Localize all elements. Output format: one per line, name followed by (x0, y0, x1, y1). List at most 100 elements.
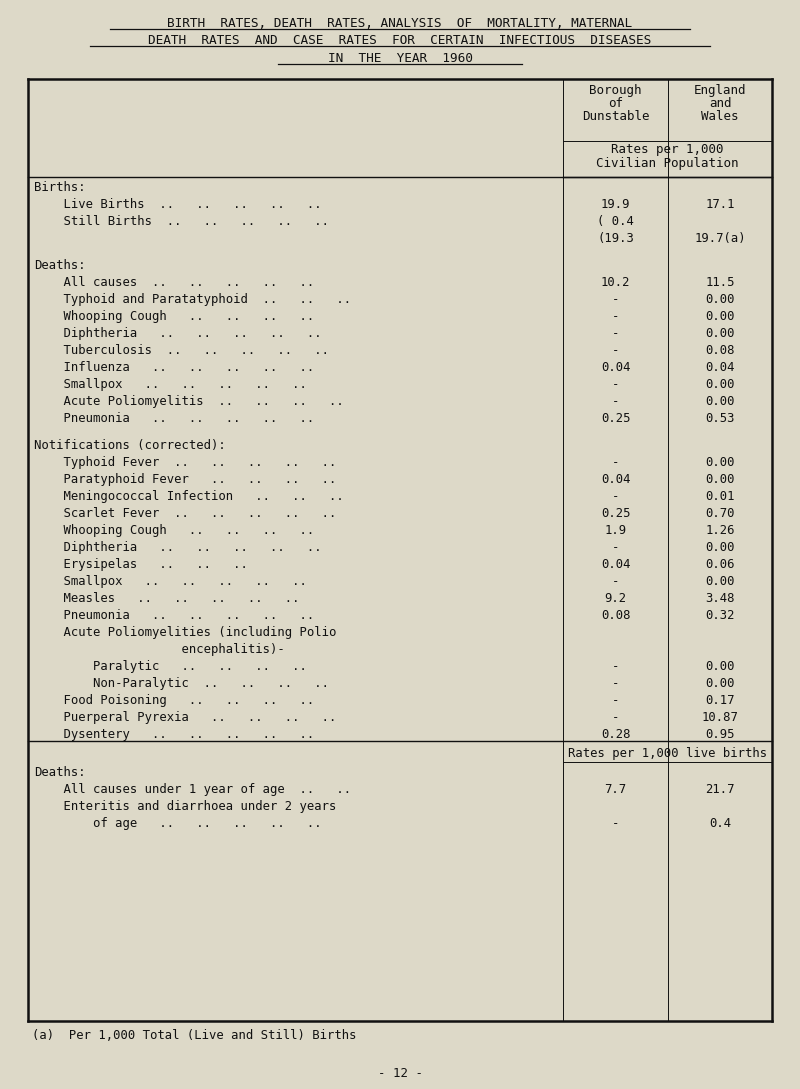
Text: 0.17: 0.17 (706, 694, 734, 707)
Text: Diphtheria   ..   ..   ..   ..   ..: Diphtheria .. .. .. .. .. (34, 541, 322, 554)
Text: 0.08: 0.08 (706, 344, 734, 357)
Text: Smallpox   ..   ..   ..   ..   ..: Smallpox .. .. .. .. .. (34, 575, 307, 588)
Text: 0.70: 0.70 (706, 507, 734, 521)
Text: 21.7: 21.7 (706, 783, 734, 796)
Text: 0.25: 0.25 (601, 412, 630, 425)
Text: Live Births  ..   ..   ..   ..   ..: Live Births .. .. .. .. .. (34, 198, 322, 211)
Text: Meningococcal Infection   ..   ..   ..: Meningococcal Infection .. .. .. (34, 490, 344, 503)
Text: -: - (612, 378, 619, 391)
Text: 0.32: 0.32 (706, 609, 734, 622)
Text: 0.00: 0.00 (706, 456, 734, 469)
Text: Pneumonia   ..   ..   ..   ..   ..: Pneumonia .. .. .. .. .. (34, 609, 314, 622)
Text: of age   ..   ..   ..   ..   ..: of age .. .. .. .. .. (34, 817, 322, 830)
Text: Notifications (corrected):: Notifications (corrected): (34, 439, 226, 452)
Text: Enteritis and diarrhoea under 2 years: Enteritis and diarrhoea under 2 years (34, 800, 336, 813)
Text: 0.04: 0.04 (706, 360, 734, 374)
Text: All causes under 1 year of age  ..   ..: All causes under 1 year of age .. .. (34, 783, 351, 796)
Text: -: - (612, 677, 619, 690)
Text: Paralytic   ..   ..   ..   ..: Paralytic .. .. .. .. (34, 660, 307, 673)
Text: -: - (612, 456, 619, 469)
Text: BIRTH  RATES, DEATH  RATES, ANALYSIS  OF  MORTALITY, MATERNAL: BIRTH RATES, DEATH RATES, ANALYSIS OF MO… (167, 17, 633, 30)
Text: 0.00: 0.00 (706, 327, 734, 340)
Text: Diphtheria   ..   ..   ..   ..   ..: Diphtheria .. .. .. .. .. (34, 327, 322, 340)
Text: DEATH  RATES  AND  CASE  RATES  FOR  CERTAIN  INFECTIOUS  DISEASES: DEATH RATES AND CASE RATES FOR CERTAIN I… (148, 34, 652, 47)
Text: encephalitis)-: encephalitis)- (34, 643, 285, 656)
Text: IN  THE  YEAR  1960: IN THE YEAR 1960 (327, 52, 473, 65)
Text: 1.9: 1.9 (605, 524, 626, 537)
Text: 0.04: 0.04 (601, 473, 630, 486)
Text: 3.48: 3.48 (706, 592, 734, 605)
Text: Tuberculosis  ..   ..   ..   ..   ..: Tuberculosis .. .. .. .. .. (34, 344, 329, 357)
Text: Whooping Cough   ..   ..   ..   ..: Whooping Cough .. .. .. .. (34, 310, 314, 323)
Text: -: - (612, 817, 619, 830)
Text: Paratyphoid Fever   ..   ..   ..   ..: Paratyphoid Fever .. .. .. .. (34, 473, 336, 486)
Text: -: - (612, 660, 619, 673)
Text: Still Births  ..   ..   ..   ..   ..: Still Births .. .. .. .. .. (34, 215, 329, 228)
Text: -: - (612, 575, 619, 588)
Text: 0.00: 0.00 (706, 575, 734, 588)
Text: -: - (612, 490, 619, 503)
Text: 0.00: 0.00 (706, 541, 734, 554)
Text: Acute Poliomyelitis  ..   ..   ..   ..: Acute Poliomyelitis .. .. .. .. (34, 395, 344, 408)
Text: 0.4: 0.4 (709, 817, 731, 830)
Text: 0.06: 0.06 (706, 558, 734, 571)
Text: 0.95: 0.95 (706, 729, 734, 741)
Text: Food Poisoning   ..   ..   ..   ..: Food Poisoning .. .. .. .. (34, 694, 314, 707)
Text: Births:: Births: (34, 181, 86, 194)
Text: Borough: Borough (590, 84, 642, 97)
Text: Typhoid and Paratatyphoid  ..   ..   ..: Typhoid and Paratatyphoid .. .. .. (34, 293, 351, 306)
Text: 19.7(a): 19.7(a) (694, 232, 746, 245)
Text: 0.00: 0.00 (706, 473, 734, 486)
Text: 0.00: 0.00 (706, 378, 734, 391)
Text: 0.28: 0.28 (601, 729, 630, 741)
Text: Erysipelas   ..   ..   ..: Erysipelas .. .. .. (34, 558, 248, 571)
Text: (a)  Per 1,000 Total (Live and Still) Births: (a) Per 1,000 Total (Live and Still) Bir… (32, 1029, 357, 1042)
Text: Deaths:: Deaths: (34, 766, 86, 779)
Text: Scarlet Fever  ..   ..   ..   ..   ..: Scarlet Fever .. .. .. .. .. (34, 507, 336, 521)
Text: Dunstable: Dunstable (582, 110, 650, 123)
Text: 0.08: 0.08 (601, 609, 630, 622)
Text: of: of (608, 97, 623, 110)
Text: Rates per 1,000 live births: Rates per 1,000 live births (568, 747, 767, 760)
Text: -: - (612, 293, 619, 306)
Text: (19.3: (19.3 (597, 232, 634, 245)
Text: -: - (612, 711, 619, 724)
Text: -: - (612, 327, 619, 340)
Text: England: England (694, 84, 746, 97)
Text: and: and (709, 97, 731, 110)
Text: - 12 -: - 12 - (378, 1067, 422, 1080)
Text: 0.01: 0.01 (706, 490, 734, 503)
Text: 10.87: 10.87 (702, 711, 738, 724)
Text: -: - (612, 344, 619, 357)
Text: -: - (612, 694, 619, 707)
Text: Pneumonia   ..   ..   ..   ..   ..: Pneumonia .. .. .. .. .. (34, 412, 314, 425)
Text: 0.00: 0.00 (706, 310, 734, 323)
Text: Dysentery   ..   ..   ..   ..   ..: Dysentery .. .. .. .. .. (34, 729, 314, 741)
Text: 0.00: 0.00 (706, 395, 734, 408)
Text: 1.26: 1.26 (706, 524, 734, 537)
Text: Rates per 1,000: Rates per 1,000 (611, 143, 724, 156)
Text: Puerperal Pyrexia   ..   ..   ..   ..: Puerperal Pyrexia .. .. .. .. (34, 711, 336, 724)
Text: 10.2: 10.2 (601, 276, 630, 289)
Text: Deaths:: Deaths: (34, 259, 86, 272)
Text: -: - (612, 395, 619, 408)
Text: Acute Poliomyelities (including Polio: Acute Poliomyelities (including Polio (34, 626, 336, 639)
Text: 19.9: 19.9 (601, 198, 630, 211)
Text: Influenza   ..   ..   ..   ..   ..: Influenza .. .. .. .. .. (34, 360, 314, 374)
Text: 0.53: 0.53 (706, 412, 734, 425)
Text: Smallpox   ..   ..   ..   ..   ..: Smallpox .. .. .. .. .. (34, 378, 307, 391)
Text: 7.7: 7.7 (605, 783, 626, 796)
Text: 0.00: 0.00 (706, 293, 734, 306)
Text: Whooping Cough   ..   ..   ..   ..: Whooping Cough .. .. .. .. (34, 524, 314, 537)
Text: Typhoid Fever  ..   ..   ..   ..   ..: Typhoid Fever .. .. .. .. .. (34, 456, 336, 469)
Text: 17.1: 17.1 (706, 198, 734, 211)
Text: -: - (612, 310, 619, 323)
Text: 0.25: 0.25 (601, 507, 630, 521)
Text: 9.2: 9.2 (605, 592, 626, 605)
Text: 0.04: 0.04 (601, 558, 630, 571)
Text: -: - (612, 541, 619, 554)
Text: 11.5: 11.5 (706, 276, 734, 289)
Text: Non-Paralytic  ..   ..   ..   ..: Non-Paralytic .. .. .. .. (34, 677, 329, 690)
Text: 0.04: 0.04 (601, 360, 630, 374)
Text: Measles   ..   ..   ..   ..   ..: Measles .. .. .. .. .. (34, 592, 299, 605)
